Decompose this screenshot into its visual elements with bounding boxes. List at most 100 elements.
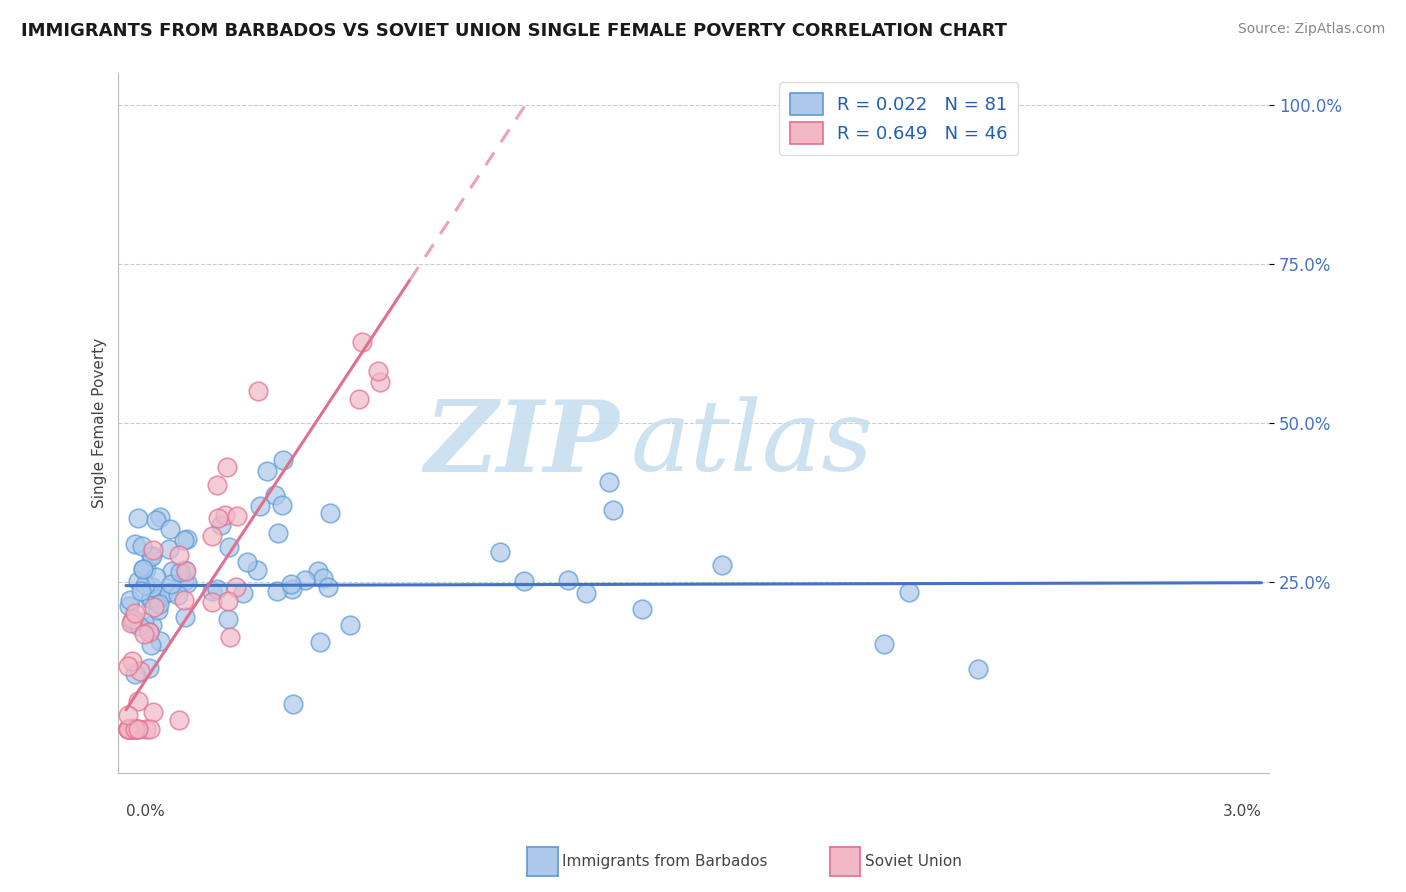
Point [117, 722, 139, 736]
Point [312, 571, 335, 585]
Point [122, 612, 145, 626]
Point [218, 540, 240, 554]
Point [205, 477, 228, 491]
Point [217, 612, 239, 626]
Point [139, 722, 162, 736]
Point [898, 585, 921, 599]
Point [167, 588, 190, 602]
Point [139, 591, 162, 606]
Point [124, 666, 146, 681]
Point [127, 574, 149, 589]
Point [225, 580, 247, 594]
Point [488, 544, 510, 558]
Text: 3.0%: 3.0% [1223, 804, 1261, 819]
Point [138, 625, 160, 640]
Point [117, 708, 139, 723]
Point [146, 602, 169, 616]
Point [127, 722, 149, 736]
Point [173, 533, 195, 547]
Point [249, 499, 271, 513]
Point [157, 541, 180, 556]
Point [149, 634, 172, 648]
Point [271, 453, 294, 467]
Point [173, 593, 195, 607]
Point [339, 617, 361, 632]
Point [146, 592, 169, 607]
Text: Immigrants from Barbados: Immigrants from Barbados [562, 855, 768, 869]
Point [173, 574, 195, 588]
Point [132, 561, 155, 575]
Point [149, 509, 172, 524]
Point [225, 508, 247, 523]
Point [350, 335, 373, 350]
Point [316, 581, 339, 595]
Point [280, 577, 302, 591]
Point [602, 503, 624, 517]
Point [124, 722, 146, 736]
Point [873, 637, 896, 651]
Text: IMMIGRANTS FROM BARBADOS VS SOVIET UNION SINGLE FEMALE POVERTY CORRELATION CHART: IMMIGRANTS FROM BARBADOS VS SOVIET UNION… [21, 22, 1007, 40]
Point [117, 722, 139, 736]
Point [710, 558, 733, 573]
Point [128, 619, 150, 633]
Point [135, 562, 157, 576]
Point [118, 599, 141, 614]
Point [122, 722, 145, 736]
Point [294, 573, 316, 587]
Point [174, 563, 197, 577]
Point [117, 659, 139, 673]
Point [281, 697, 304, 711]
Point [557, 574, 579, 588]
Point [217, 594, 239, 608]
Point [129, 664, 152, 678]
Point [127, 694, 149, 708]
Point [575, 586, 598, 600]
Point [217, 459, 239, 474]
Point [513, 574, 536, 588]
Point [124, 606, 146, 620]
Point [135, 722, 157, 736]
Point [280, 582, 302, 596]
Point [139, 592, 162, 607]
Point [132, 562, 155, 576]
Point [121, 615, 143, 629]
Point [368, 375, 391, 389]
Point [138, 624, 160, 639]
Point [218, 630, 240, 644]
Point [148, 597, 170, 611]
Point [630, 601, 652, 615]
Point [134, 578, 156, 592]
Point [127, 511, 149, 525]
Point [141, 618, 163, 632]
Point [214, 508, 236, 523]
Point [367, 364, 389, 378]
Point [124, 537, 146, 551]
Point [120, 615, 142, 630]
Point [152, 589, 174, 603]
Point [209, 517, 232, 532]
Point [349, 392, 371, 407]
Point [207, 510, 229, 524]
Point [308, 564, 330, 578]
Point [236, 555, 259, 569]
Point [598, 475, 620, 489]
Text: 0.0%: 0.0% [127, 804, 165, 819]
Point [118, 722, 141, 736]
Point [174, 564, 197, 578]
Point [159, 522, 181, 536]
Point [176, 532, 198, 546]
Legend: R = 0.022   N = 81, R = 0.649   N = 46: R = 0.022 N = 81, R = 0.649 N = 46 [779, 82, 1018, 155]
Point [201, 595, 224, 609]
Point [246, 384, 269, 399]
Y-axis label: Single Female Poverty: Single Female Poverty [93, 338, 107, 508]
Point [167, 713, 190, 727]
Point [232, 585, 254, 599]
Point [121, 722, 143, 736]
Point [121, 654, 143, 668]
Point [118, 722, 141, 736]
Point [141, 549, 163, 563]
Point [256, 464, 278, 478]
Point [173, 610, 195, 624]
Point [141, 705, 163, 719]
Point [141, 549, 163, 563]
